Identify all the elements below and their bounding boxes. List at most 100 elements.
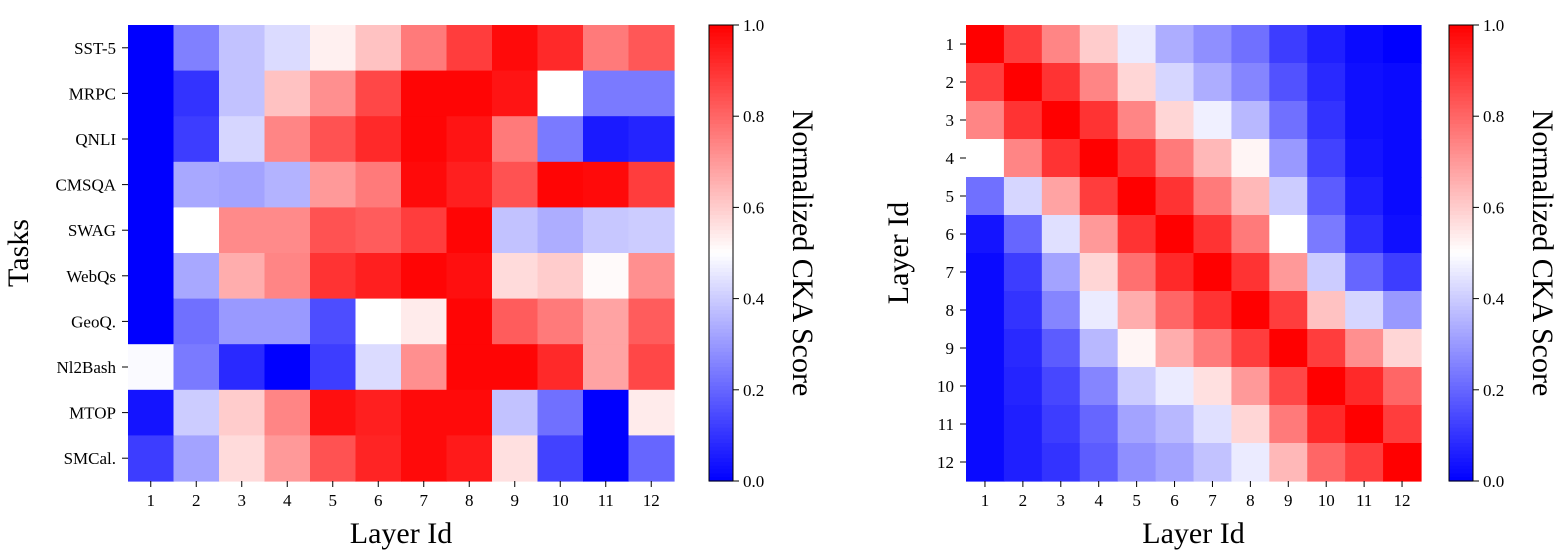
colorbar-segment	[1449, 462, 1473, 467]
colorbar-segment	[709, 306, 733, 311]
colorbar-segment	[709, 70, 733, 75]
colorbar-tick-label: 0.0	[743, 472, 764, 491]
colorbar-segment	[1449, 374, 1473, 379]
colorbar-segment	[1449, 36, 1473, 41]
heatmap-cell	[1383, 101, 1422, 140]
heatmap-cell	[1193, 215, 1233, 254]
colorbar-segment	[709, 211, 733, 216]
heatmap-cell	[264, 435, 311, 482]
heatmap-cell	[1155, 291, 1195, 330]
colorbar-segment	[709, 101, 733, 106]
heatmap-cell	[1269, 291, 1308, 330]
heatmap-cell	[1041, 291, 1081, 330]
colorbar-segment	[709, 374, 733, 379]
heatmap-cells	[128, 25, 675, 482]
colorbar-segment	[1449, 241, 1473, 246]
heatmap-cell	[1193, 291, 1233, 330]
heatmap-cell	[1041, 101, 1081, 140]
heatmap-cell	[1155, 63, 1195, 102]
heatmap-cell	[492, 116, 539, 163]
colorbar-segment	[1449, 355, 1473, 360]
heatmap-cell	[355, 344, 402, 391]
y-tick-label: SST-5	[74, 39, 116, 58]
y-tick-label: 5	[946, 187, 955, 206]
heatmap-cell	[1193, 405, 1233, 444]
colorbar-segment	[1449, 443, 1473, 448]
heatmap-cell	[264, 161, 311, 208]
heatmap-cell	[173, 389, 220, 436]
heatmap-cell	[966, 329, 1005, 368]
heatmap-cell	[446, 435, 493, 482]
colorbar-segment	[709, 367, 733, 372]
colorbar-segment	[709, 241, 733, 246]
heatmap-cell	[128, 70, 175, 117]
colorbar-segment	[709, 146, 733, 151]
colorbar-tick-label: 0.2	[1483, 381, 1504, 400]
heatmap-cell	[128, 435, 175, 482]
colorbar-segment	[1449, 184, 1473, 189]
colorbar-segment	[1449, 348, 1473, 353]
heatmap-cell	[1231, 443, 1270, 482]
heatmap-cell	[966, 177, 1005, 216]
colorbar-segment	[1449, 32, 1473, 37]
colorbar-segment	[1449, 66, 1473, 72]
colorbar-segment	[1449, 370, 1473, 376]
heatmap-cell	[1155, 443, 1195, 482]
x-tick-label: 10	[1318, 491, 1335, 510]
colorbar-segment	[709, 446, 733, 452]
heatmap-cell	[1003, 215, 1043, 254]
heatmap-cell	[1231, 215, 1270, 254]
colorbar-segment	[1449, 203, 1473, 208]
heatmap-cell	[355, 70, 402, 117]
heatmap-cell	[1041, 177, 1081, 216]
heatmap-cell	[966, 101, 1005, 140]
colorbar-segment	[1449, 382, 1473, 387]
x-axis-title: Layer Id	[1142, 517, 1244, 550]
colorbar-segment	[709, 237, 733, 243]
colorbar-segment	[1449, 177, 1473, 182]
x-tick-label: 8	[1246, 491, 1255, 510]
colorbar-segment	[709, 458, 733, 463]
heatmap-cell	[1155, 329, 1195, 368]
colorbar-segment	[1449, 264, 1473, 269]
heatmap-cell	[128, 207, 175, 254]
heatmap-cell	[537, 207, 584, 254]
colorbar-segment	[709, 249, 733, 254]
heatmap-cell	[628, 25, 675, 72]
heatmap-cell	[1117, 25, 1157, 64]
colorbar-segment	[709, 408, 733, 414]
heatmap-cell	[1269, 367, 1308, 406]
colorbar-segment	[1449, 116, 1473, 121]
colorbar-segment	[709, 47, 733, 53]
x-tick-label: 7	[1208, 491, 1217, 510]
heatmap-cell	[966, 253, 1005, 292]
colorbar-segment	[1449, 416, 1473, 421]
x-tick-label: 3	[238, 491, 247, 510]
x-tick-label: 3	[1057, 491, 1066, 510]
colorbar-segment	[1449, 211, 1473, 216]
x-tick-label: 1	[147, 491, 156, 510]
colorbar-segment	[1449, 25, 1473, 30]
heatmap-cell	[966, 443, 1005, 482]
colorbar-tick-label: 0.0	[1483, 472, 1504, 491]
colorbar-segment	[1449, 146, 1473, 151]
heatmap-cell	[1041, 443, 1081, 482]
colorbar-segment	[1449, 298, 1473, 303]
y-tick-label: GeoQ.	[71, 312, 116, 331]
colorbar-segment	[1449, 70, 1473, 75]
colorbar-segment	[1449, 306, 1473, 311]
colorbar-segment	[1449, 131, 1473, 136]
heatmap-cell	[401, 25, 448, 72]
heatmap-cell	[628, 207, 675, 254]
heatmap-cell	[1193, 367, 1233, 406]
heatmap-cell	[310, 70, 357, 117]
colorbar-segment	[709, 184, 733, 189]
heatmap-cell	[219, 344, 266, 391]
heatmap-cell	[1079, 25, 1119, 64]
y-tick-label: 4	[946, 149, 955, 168]
colorbar-segment	[709, 431, 733, 436]
colorbar-segment	[709, 386, 733, 391]
colorbar-segment	[709, 78, 733, 83]
heatmap-cell	[1117, 367, 1157, 406]
colorbar-segment	[709, 123, 733, 129]
